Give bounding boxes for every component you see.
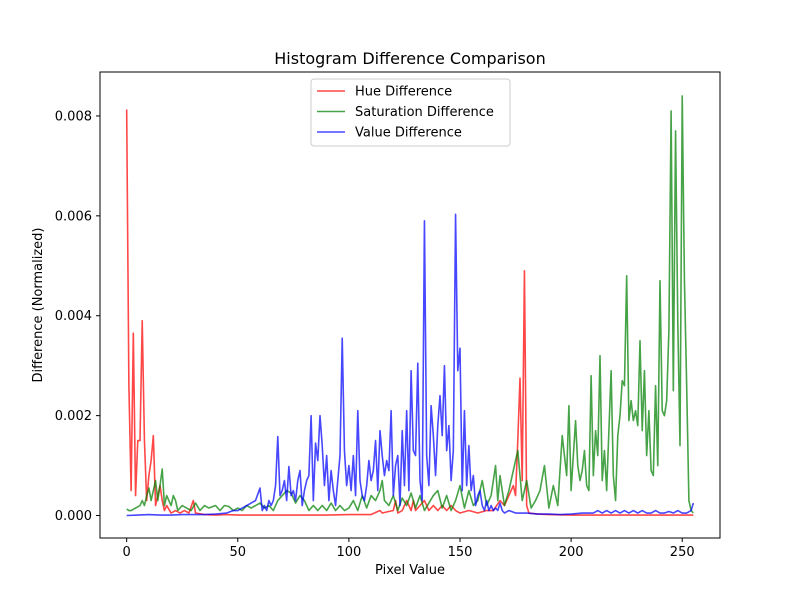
legend-label: Saturation Difference [355, 105, 494, 120]
x-tick-label: 200 [559, 545, 584, 560]
y-axis-label: Difference (Normalized) [31, 227, 46, 382]
series-layer [125, 95, 695, 517]
y-axis: 0.000 0.002 0.004 0.006 0.008 [55, 109, 100, 524]
y-tick-label: 0.006 [55, 209, 92, 224]
y-tick-label: 0.002 [55, 409, 92, 424]
series-line-value-difference [126, 213, 695, 517]
series-line-saturation-difference [126, 95, 694, 514]
x-axis: 0 50 100 150 200 250 [123, 538, 695, 560]
legend-label: Hue Difference [355, 85, 452, 100]
x-tick-label: 150 [448, 545, 473, 560]
axes-frame [99, 71, 721, 539]
x-tick-label: 100 [336, 545, 361, 560]
y-tick-label: 0.000 [55, 509, 92, 524]
chart-title: Histogram Difference Comparison [274, 49, 545, 68]
y-tick-label: 0.008 [55, 109, 92, 124]
legend: Hue Difference Saturation Difference Value… [310, 78, 511, 147]
x-axis-label: Pixel Value [375, 563, 445, 578]
legend-box [310, 78, 511, 147]
series-line-hue-difference [125, 109, 694, 516]
y-tick-label: 0.004 [55, 309, 92, 324]
x-tick-label: 250 [670, 545, 695, 560]
legend-label: Value Difference [355, 126, 462, 141]
plot-area [99, 71, 721, 539]
x-tick-label: 50 [230, 545, 247, 560]
x-tick-label: 0 [123, 545, 131, 560]
